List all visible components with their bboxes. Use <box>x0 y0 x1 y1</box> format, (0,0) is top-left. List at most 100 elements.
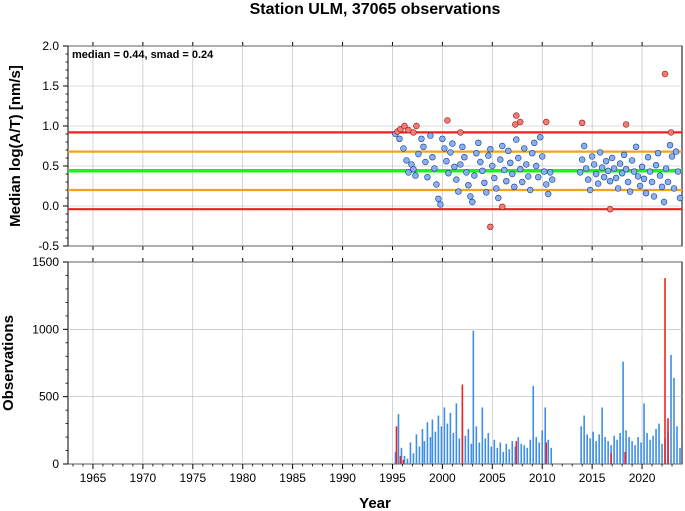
scatter-point <box>443 158 450 165</box>
scatter-point <box>648 178 656 186</box>
observation-bar <box>423 441 426 464</box>
observation-bar <box>658 423 660 464</box>
outlier-observation-bar <box>395 426 398 464</box>
observation-bar <box>523 445 526 464</box>
top-grid <box>68 42 682 250</box>
outlier-observation-bar <box>399 455 402 464</box>
observation-bar <box>514 446 517 464</box>
scatter-point <box>489 162 496 170</box>
outlier-observation-bar <box>545 442 548 464</box>
scatter-point <box>632 143 640 151</box>
bottom-y-tick-label: 500 <box>39 390 59 404</box>
observation-bar <box>628 437 630 464</box>
scatter-point <box>405 169 412 176</box>
scatter-point <box>594 180 602 187</box>
observation-bar <box>499 442 502 464</box>
observation-bar <box>449 412 452 464</box>
bottom-panel: 0 500 1000 1500 1965 1970 1975 1980 1985 1990 199… <box>0 255 683 511</box>
observation-bar <box>550 447 553 464</box>
scatter-point <box>465 182 472 189</box>
scatter-point <box>676 194 684 202</box>
scatter-point <box>457 161 464 168</box>
scatter-point <box>433 181 440 188</box>
x-tick-label: 2000 <box>429 471 456 485</box>
scatter-point <box>612 174 620 182</box>
scatter-point <box>437 201 444 208</box>
observation-bar <box>455 403 458 464</box>
scatter-point <box>646 168 654 175</box>
outlier-point <box>444 117 451 124</box>
scatter-point <box>435 195 442 203</box>
observation-bar <box>431 419 434 464</box>
bottom-grid <box>68 258 682 465</box>
outlier-point <box>487 223 494 231</box>
scatter-point <box>495 194 502 202</box>
observation-bar <box>640 442 642 464</box>
scatter-point <box>668 153 676 160</box>
scatter-point <box>670 185 678 192</box>
scatter-point <box>467 193 474 200</box>
scatter-point <box>515 154 522 162</box>
scatter-point <box>658 183 666 191</box>
outlier-point <box>606 206 614 213</box>
outlier-observation-bar <box>461 384 464 464</box>
observation-bar <box>646 433 648 464</box>
scatter-point <box>634 173 642 180</box>
outlier-point <box>513 112 520 119</box>
observation-bar <box>478 442 481 464</box>
outlier-point <box>543 118 550 126</box>
scatter-point <box>483 189 490 196</box>
x-tick-label: 1965 <box>80 471 107 485</box>
x-tick-label: 2010 <box>529 471 556 485</box>
x-tick-label: 1985 <box>279 471 306 485</box>
scatter-point <box>537 134 544 141</box>
scatter-point <box>424 174 431 181</box>
bottom-bars <box>394 278 681 464</box>
scatter-point <box>429 154 436 161</box>
scatter-point <box>403 157 410 164</box>
observation-bar <box>475 426 478 464</box>
scatter-point <box>507 159 514 167</box>
scatter-point <box>644 154 652 161</box>
scatter-point <box>672 148 680 155</box>
scatter-point <box>509 170 516 178</box>
observation-bar <box>517 437 520 464</box>
scatter-point <box>662 165 670 172</box>
scatter-point <box>485 152 492 159</box>
observation-bar <box>655 428 657 464</box>
outlier-point <box>517 118 524 126</box>
chart-title: Station ULM, 37065 observations <box>250 1 501 18</box>
observation-bar <box>470 443 473 464</box>
observation-bar <box>409 442 412 464</box>
scatter-point <box>622 166 630 173</box>
observation-bar <box>652 435 654 464</box>
observation-bar <box>673 377 675 464</box>
scatter-point <box>519 178 526 186</box>
scatter-point <box>451 163 458 171</box>
scatter-point <box>628 157 636 164</box>
bottom-x-ticks: 1965 1970 1975 1980 1985 1990 1995 2000 2005 2010… <box>72 464 673 485</box>
observation-bar <box>598 434 600 464</box>
observation-bar <box>532 385 535 464</box>
scatter-point <box>626 188 634 195</box>
observation-bar <box>679 447 681 464</box>
scatter-point <box>396 135 403 143</box>
top-panel: -0.5 0.0 0.5 1.0 1.5 2.0 median = 0.44, smad … <box>7 39 684 253</box>
scatter-point <box>610 165 618 172</box>
scatter-point <box>598 164 606 171</box>
top-y-axis-label: Median log(A/T) [nm/s] <box>7 65 24 227</box>
outlier-observation-bar <box>667 418 669 464</box>
observation-bar <box>616 439 618 464</box>
observation-bar <box>601 407 603 464</box>
scatter-point <box>652 162 660 169</box>
observation-bar <box>592 431 594 464</box>
x-tick-label: 1990 <box>329 471 356 485</box>
scatter-point <box>469 198 476 206</box>
stats-annotation: median = 0.44, smad = 0.24 <box>72 49 214 61</box>
scatter-point <box>527 186 534 194</box>
observation-bar <box>437 415 440 464</box>
bottom-y-tick-label: 1000 <box>32 322 59 336</box>
scatter-point <box>642 190 650 197</box>
top-y-tick-label: 0.0 <box>42 199 59 213</box>
